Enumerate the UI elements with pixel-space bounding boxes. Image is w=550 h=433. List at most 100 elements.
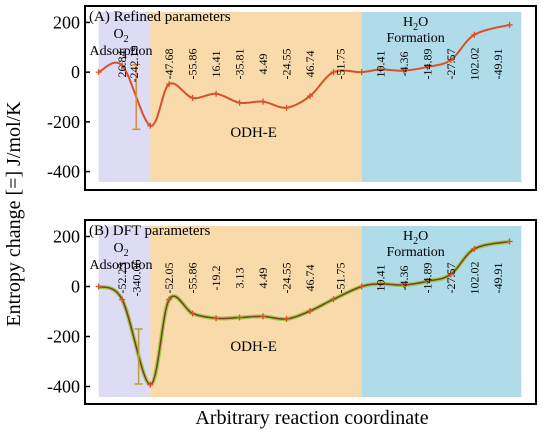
panel-b-o2-subscript: 2 <box>124 248 129 259</box>
panel-b-point-label: -55.86 <box>186 263 200 294</box>
panel-b-data-point <box>189 310 196 317</box>
panel-a-ytick-label: 0 <box>71 62 80 82</box>
panel-b-data-point <box>307 308 313 314</box>
panel-a-ytick-label: 200 <box>53 12 80 32</box>
panel-b-data-point <box>447 271 454 278</box>
panel-a-point-label: -242.19 <box>127 46 141 83</box>
panel-b-frame <box>84 219 537 405</box>
panel-b-h2o-label-formation: Formation <box>386 245 444 260</box>
panel-a-data-point <box>166 80 173 87</box>
panel-b-point-label: -52.23 <box>115 263 129 294</box>
panel-a-panel-label: (A) Refined parameters <box>89 9 231 25</box>
panel-a-point-label: 46.74 <box>303 51 317 78</box>
panel-a-h2o-label-formula: H2O <box>403 15 428 33</box>
panel-b-data-point <box>330 296 337 303</box>
panel-a-odh-label: ODH-E <box>230 125 277 141</box>
panel-b-adsorption-label: Adsorption <box>90 258 153 273</box>
panel-a-point-label: 4.49 <box>256 54 270 75</box>
panel-a-point-label: -47.68 <box>162 49 176 80</box>
panel-a-data-point <box>330 69 337 76</box>
panel-a-data-point <box>307 93 313 100</box>
panel-a-data-point <box>119 62 126 69</box>
panel-a-point-label: -14.89 <box>420 49 434 80</box>
panel-a-point-label: -49.91 <box>491 49 505 80</box>
panel-a-h2o-h2o_line1: H <box>403 15 413 30</box>
panel-b-h2o-h2o_sub: 2 <box>413 236 418 247</box>
panel-a-point-label: -24.55 <box>280 49 294 80</box>
panel-b-h2o-h2o_o: O <box>418 229 428 244</box>
panel-a-frame <box>84 5 537 191</box>
panel-b-point-label: -19.2 <box>209 266 223 291</box>
x-axis-label: Arbitrary reaction coordinate <box>195 407 428 429</box>
panel-b-data-point <box>424 278 431 285</box>
panel-a-point-label: 26.84 <box>115 51 129 78</box>
panel-b-data-point <box>377 280 384 287</box>
panel-b-data-point <box>95 283 102 290</box>
panel-b-data-point <box>166 296 173 303</box>
panel-b-panel-label: (B) DFT parameters <box>89 223 211 239</box>
panel-b-data-point <box>506 238 513 245</box>
panel-a-point-label: -35.81 <box>233 49 247 80</box>
panel-a-region-adsorption <box>98 12 151 182</box>
panel-b-data-point <box>471 245 478 252</box>
panel-a-point-label: -27.57 <box>444 49 458 80</box>
panel-a-data-point <box>506 21 513 28</box>
panel-a-data-point <box>236 99 243 106</box>
panel-b-data-point <box>236 314 243 321</box>
panel-a-o2-o: O <box>113 27 123 42</box>
panel-a-data-point <box>147 122 154 129</box>
panel-a-region-odh <box>150 12 362 182</box>
panel-b-point-label: 4.49 <box>256 268 270 289</box>
panel-b-ytick-label: -400 <box>47 377 80 397</box>
panel-a-data-point <box>189 94 196 101</box>
panel-a-point-label: -4.36 <box>397 52 411 77</box>
panel-b-region-h2o <box>361 226 522 397</box>
panel-b-ytick-label: 200 <box>53 227 80 247</box>
panel-b-point-label: 10.41 <box>373 265 387 292</box>
panel-a-ytick-label: -400 <box>47 162 80 182</box>
panel-b-h2o-label-formula: H2O <box>403 229 428 247</box>
panel-b-point-label: -4.36 <box>397 266 411 291</box>
panel-a-point-label: -55.86 <box>186 49 200 80</box>
panel-a-point-label: -51.75 <box>334 49 348 80</box>
panel-b-point-label: 3.13 <box>233 268 247 289</box>
panel-a-region-h2o <box>361 12 522 182</box>
panel-b-h2o-h2o_line1: H <box>403 229 413 244</box>
panel-b-o2-o: O <box>113 241 123 256</box>
panel-b-point-label: -340.06 <box>129 260 143 297</box>
panel-a-point-label: 102.02 <box>467 48 481 81</box>
panel-a-h2o-h2o_o: O <box>418 15 428 30</box>
panel-b-data-point <box>358 283 365 290</box>
panel-a-point-label: 16.41 <box>209 51 223 78</box>
panel-b-point-label: -52.05 <box>162 263 176 294</box>
panel-a-h2o-label-formation: Formation <box>386 31 444 46</box>
panel-a-data-point <box>424 63 431 70</box>
panel-b-point-label: 46.74 <box>303 265 317 292</box>
panel-b-point-label: -14.89 <box>420 263 434 294</box>
y-axis-label: Entropy change [=] J/mol/K <box>3 101 25 327</box>
panel-b-adsorption-label-o2: O2 <box>113 241 128 259</box>
panel-a-data-point <box>95 69 102 76</box>
panel-a-data-point <box>283 104 290 111</box>
panel-b-point-label: -49.91 <box>491 263 505 294</box>
panel-b-data-point <box>213 315 220 322</box>
panel-a-data-point <box>213 90 220 97</box>
panel-b-data-point <box>119 296 126 303</box>
panel-b-point-label: -51.75 <box>334 263 348 294</box>
panel-b-odh-label: ODH-E <box>230 339 277 355</box>
panel-b-data-point <box>283 316 290 322</box>
panel-a-data-point <box>377 66 384 73</box>
panel-b-point-label: 102.02 <box>467 262 481 295</box>
panel-a-h2o-h2o_sub: 2 <box>413 22 418 33</box>
panel-a-data-point <box>471 31 478 38</box>
panel-a-data-point <box>400 67 407 74</box>
panel-a-data-point <box>260 98 267 105</box>
panel-b-data-point <box>147 381 154 388</box>
panel-a-data-point <box>447 57 454 64</box>
panel-a-point-label: 10.41 <box>373 51 387 78</box>
panel-b-point-label: -24.55 <box>280 263 294 294</box>
panel-b-ytick-label: -200 <box>47 327 80 347</box>
